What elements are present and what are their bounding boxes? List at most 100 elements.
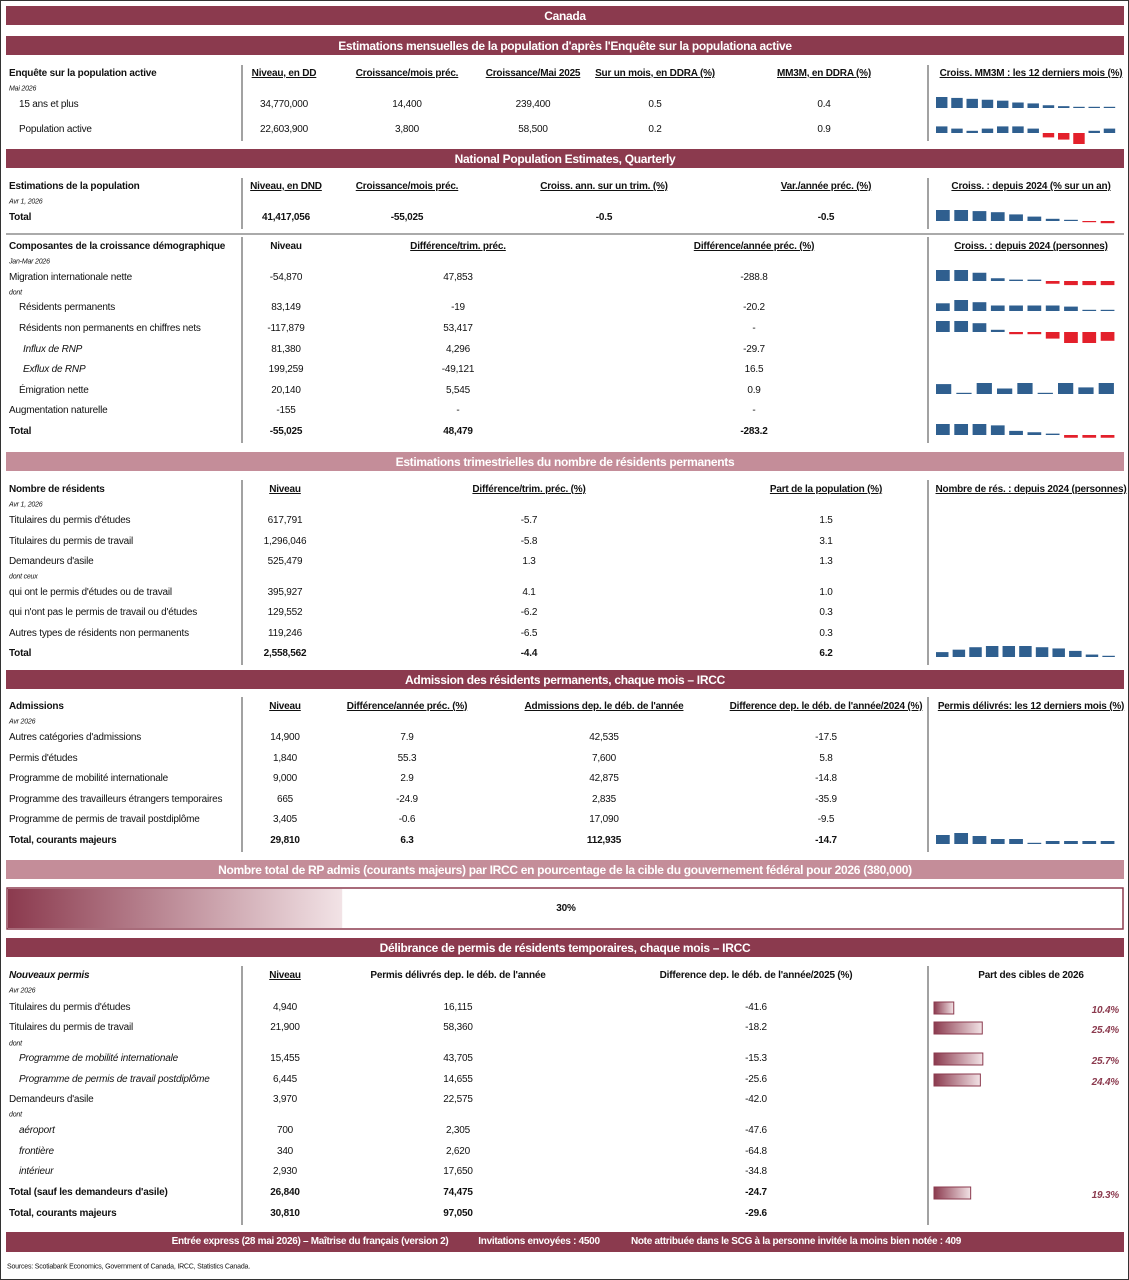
cell-value: 129,552 [267,607,303,618]
cell-value: 16.5 [744,364,764,375]
date-note: Avr 2026 [9,987,36,995]
column-header: Part de la population (%) [769,484,883,495]
column-header: Croiss. ann. sur un trim. (%) [540,181,668,192]
cell-value: 34,770,000 [259,99,309,110]
spark-bar [990,305,1005,311]
footer-bar [6,1232,1124,1252]
spark-bar [997,100,1009,108]
spark-bar [936,270,950,281]
spark-bar [981,128,994,133]
spark-bar [990,329,1005,332]
section-bar [6,36,1124,55]
cell-value: 4,940 [272,1002,298,1013]
cell-value: -5.8 [520,536,538,547]
spark-bar [1035,647,1049,657]
cell-value: 15,455 [270,1053,300,1064]
spark-bar [1064,219,1078,221]
cell-value: 2,835 [591,794,617,805]
sub-note: dont [9,1040,22,1048]
column-header: Différence/trim. préc. (%) [472,484,586,495]
spark-bar [972,302,987,311]
progress-label: 30% [556,903,576,914]
spark-bar [1037,392,1053,394]
date-note: Avr 1, 2026 [9,501,43,509]
column-header: Niveau, en DND [250,181,322,192]
column-header: Différence/année préc. (%) [693,241,815,252]
cell-value: -0.6 [398,814,416,825]
cell-value: 29,810 [270,835,300,846]
cell-value: 7.9 [400,732,414,743]
column-header: Croiss. : depuis 2024 (personnes) [954,241,1108,252]
date-note: Mai 2026 [9,85,37,93]
column-header: Croissance/Mai 2025 [485,68,581,79]
spark-bar [1009,305,1023,311]
cell-value: 53,417 [443,323,473,334]
cell-value: -42.0 [745,1094,767,1105]
row-label: intérieur [19,1166,54,1177]
spark-bar [1019,646,1032,657]
column-header: Croiss. : depuis 2024 (% sur un an) [951,181,1111,192]
column-header: Niveau [269,970,301,981]
cell-value: 41,417,056 [261,212,311,223]
spark-bar [1017,383,1033,394]
spark-bar [936,210,950,221]
date-note: Jan-Mar 2026 [9,258,50,266]
section-title: National Population Estimates, Quarterly [454,152,676,166]
cell-value: 0.2 [648,124,662,135]
spark-bar [997,388,1013,394]
cell-value: 43,705 [443,1053,473,1064]
spark-bar [1082,221,1097,223]
spark-bar [972,836,987,844]
column-header: Admissions [9,701,64,712]
spark-bar [936,321,950,332]
column-header: Permis délivrés: les 12 derniers mois (%… [937,701,1125,712]
cell-value: 0.5 [648,99,662,110]
section-bar [6,860,1124,879]
spark-bar [1027,305,1042,311]
spark-bar [990,212,1005,221]
target-bar [933,1052,984,1066]
footer-text: Entrée express (28 mai 2026) – Maîtrise … [171,1236,449,1247]
date-note: Avr 1, 2026 [9,198,43,206]
cell-value: -14.7 [815,835,837,846]
spark-bar [954,321,969,332]
column-header: MM3M, en DDRA (%) [776,68,872,79]
spark-bar [952,649,966,657]
cell-value: -4.4 [520,648,538,659]
spark-bar [1002,646,1016,657]
spark-bar [1082,435,1097,438]
row-label: frontière [19,1146,54,1157]
cell-value: -0.5 [595,212,613,223]
cell-value: 81,380 [271,344,301,355]
spark-bar [1100,435,1115,438]
spark-bar [990,425,1005,435]
section-title: Estimations trimestrielles du nombre de … [395,455,735,469]
column-header: Permis délivrés dep. le déb. de l'année [370,970,546,981]
sources: Sources: Scotiabank Economics, Governmen… [7,1263,250,1271]
spark-bar [1064,332,1078,343]
spark-bar [1069,650,1082,657]
spark-bar [1082,309,1097,311]
cell-value: 1,296,046 [263,536,307,547]
cell-value: -49,121 [441,364,475,375]
section-bar [6,670,1124,689]
column-header: Nombre de résidents [9,484,105,495]
column-header: Admissions dep. le déb. de l'année [524,701,684,712]
row-label: Demandeurs d'asile [9,556,94,567]
spark-bar [1058,106,1070,108]
spark-bar [1064,841,1078,844]
cell-value: -117,879 [267,323,305,334]
cell-value: 14,655 [443,1074,473,1085]
cell-value: -0.5 [817,212,835,223]
cell-value: 700 [276,1125,294,1136]
cell-value: 48,479 [443,426,473,437]
column-header: Différence/trim. préc. [410,241,506,252]
cell-value: -29.6 [745,1208,767,1219]
spark-bar [951,97,963,108]
spark-bar [1045,218,1060,221]
cell-value: 112,935 [586,835,622,846]
column-header: Nombre de rés. : depuis 2024 (personnes) [935,484,1127,495]
cell-value: 2,305 [445,1125,471,1136]
cell-value: -18.2 [745,1022,767,1033]
